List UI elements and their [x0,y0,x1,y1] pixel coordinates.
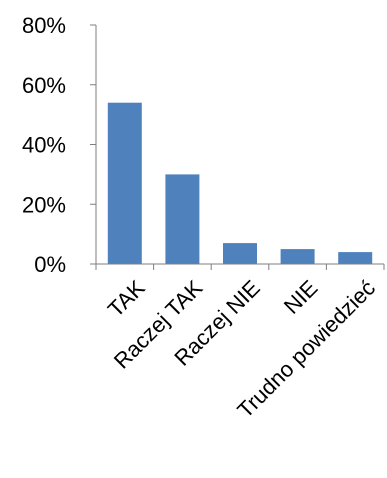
y-tick-label: 80% [22,13,66,38]
bar-4 [280,249,315,264]
bars-group [107,102,373,264]
bar-3 [223,243,257,264]
y-tick-label: 40% [22,133,66,158]
y-tick-label: 60% [22,73,66,98]
y-tick-label: 0% [34,252,66,277]
bar-2 [165,174,200,264]
bar-1 [107,102,142,264]
x-category-label: TAK [103,275,150,322]
axes-group [90,24,385,270]
y-tick-labels: 0% 20% 40% 60% 80% [22,13,66,277]
y-tick-label: 20% [22,192,66,217]
bar-5 [338,252,373,264]
x-category-label: NIE [279,275,323,319]
